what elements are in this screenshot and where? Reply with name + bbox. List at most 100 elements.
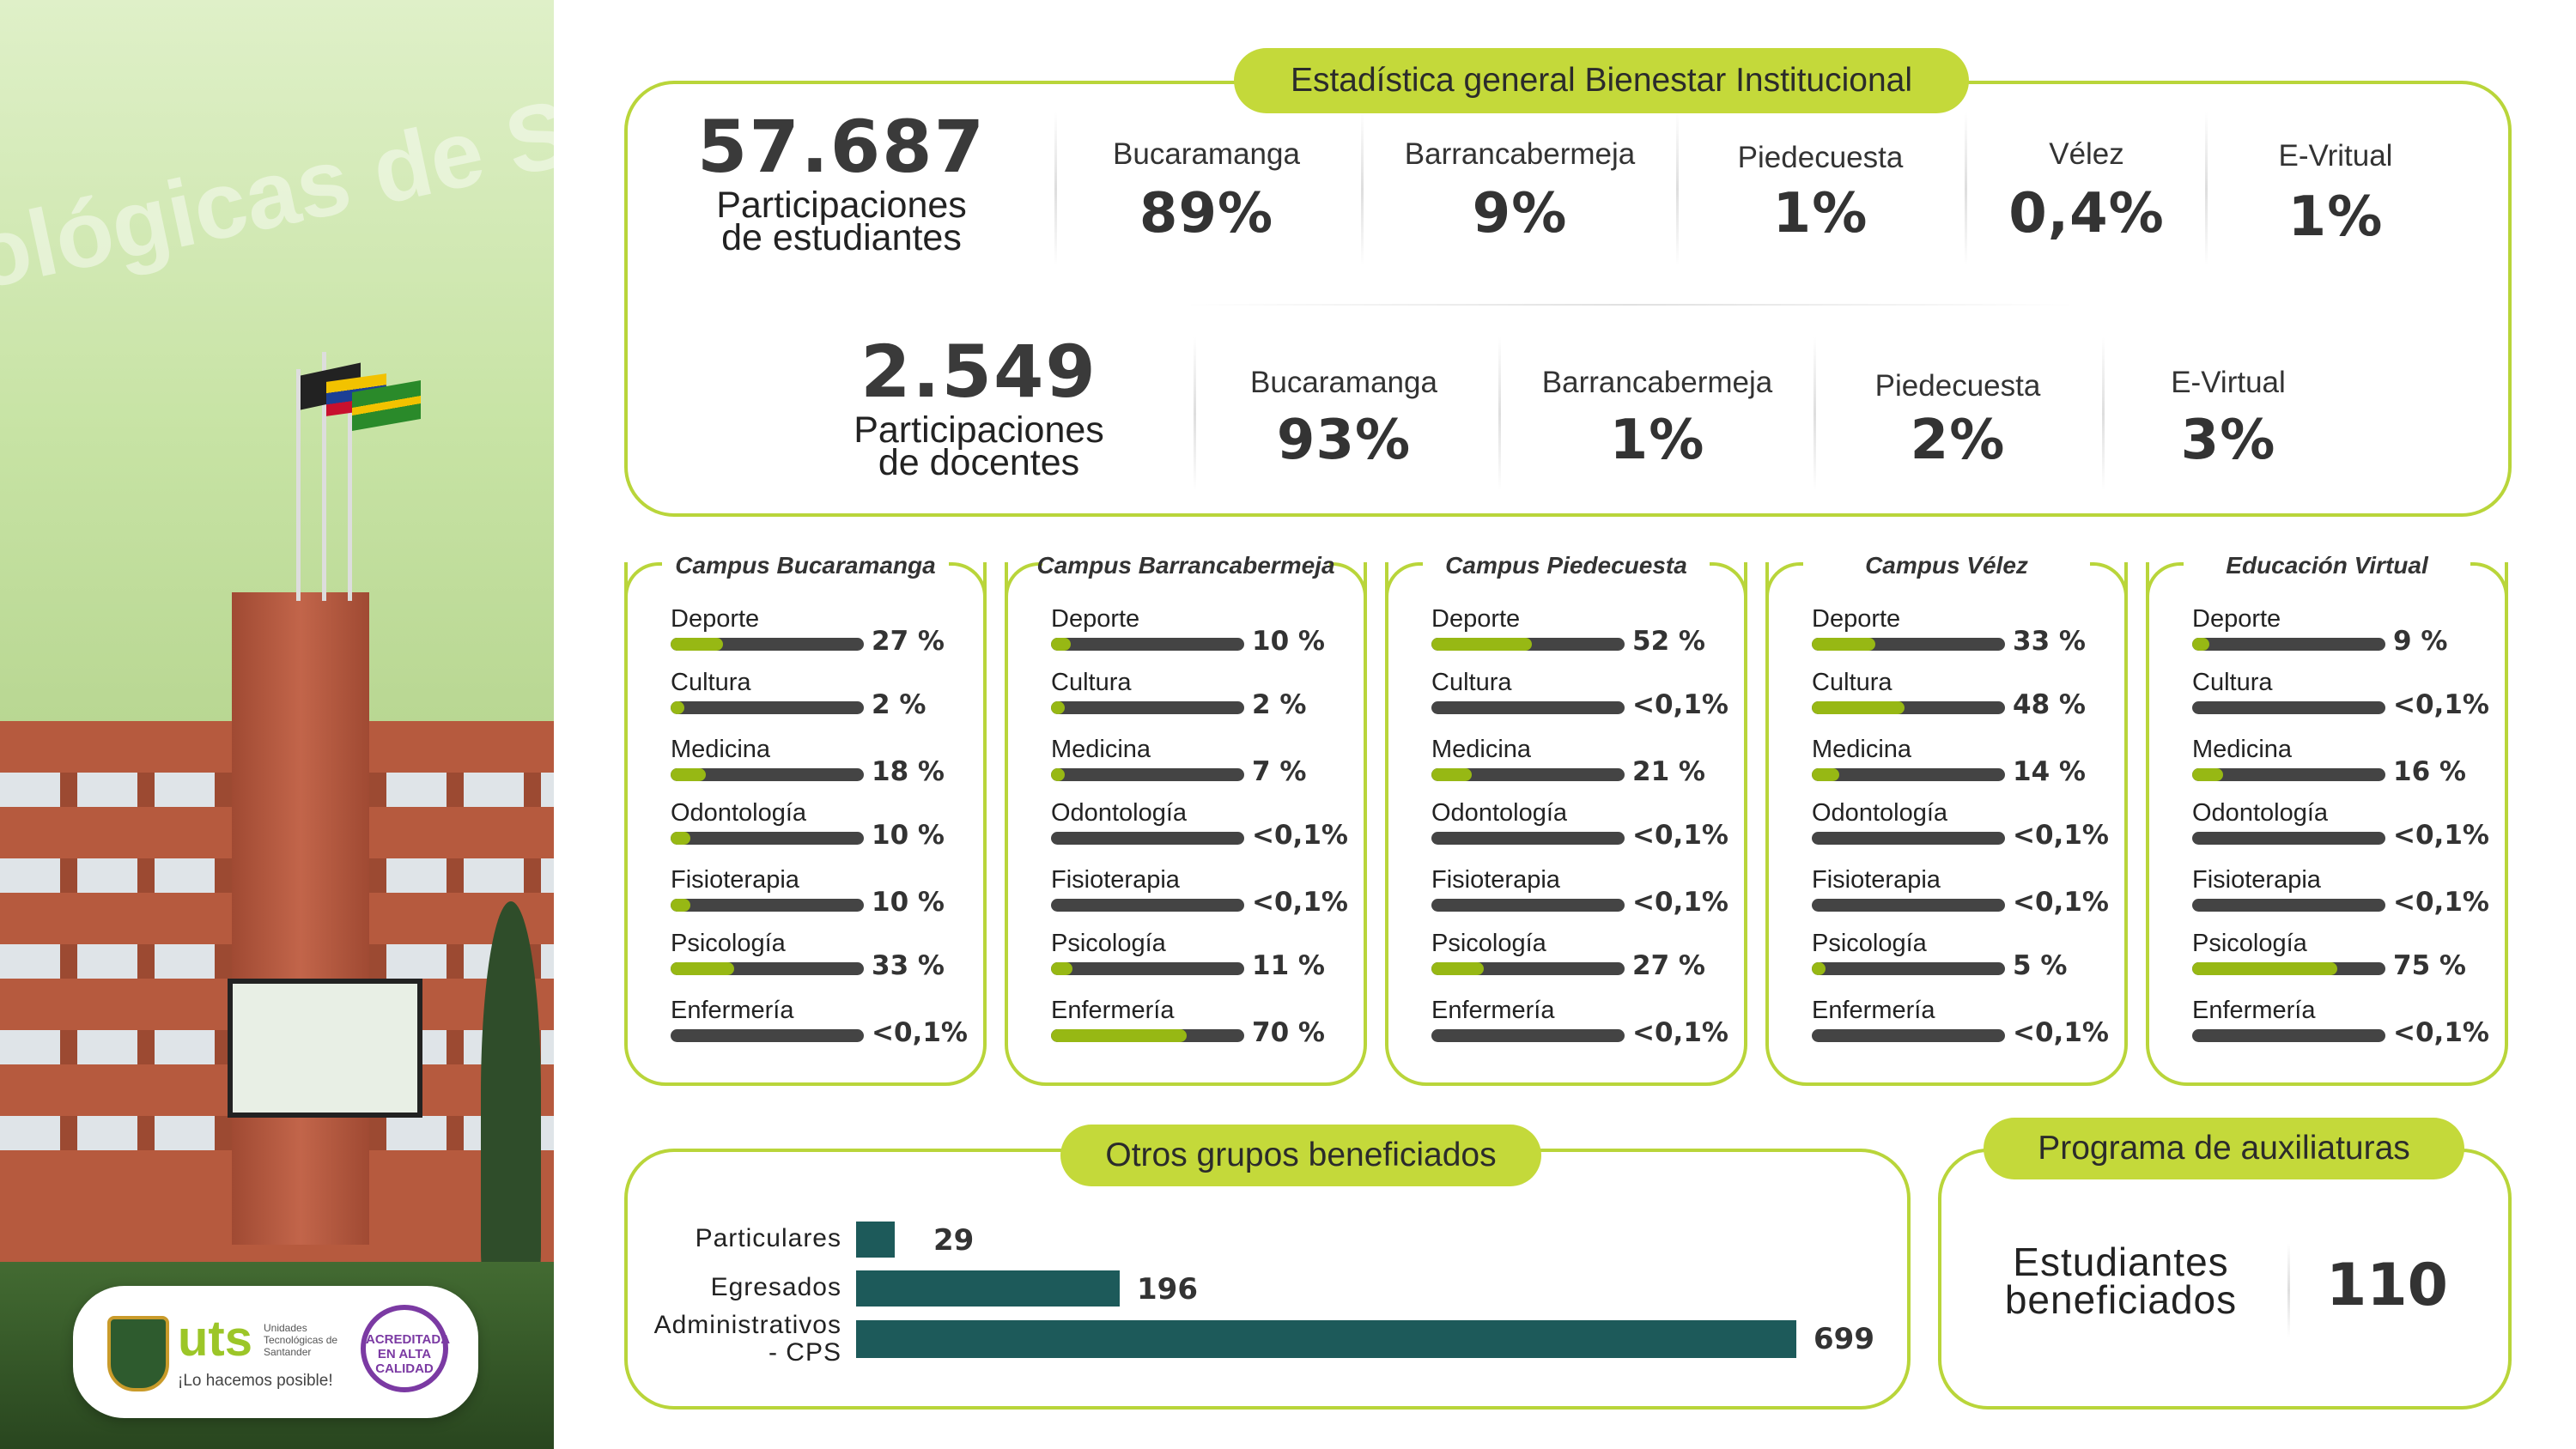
divider	[2287, 1243, 2290, 1337]
divider	[1965, 112, 1967, 266]
teachers-label: Participaciones de docentes	[790, 412, 1168, 483]
group-label: Egresados	[618, 1274, 841, 1301]
divider	[2205, 112, 2208, 266]
building-sign: ológicas de San	[0, 57, 554, 310]
aux-label-line1: Estudiantes	[2013, 1240, 2229, 1284]
category-label: Enfermería	[1051, 997, 1175, 1024]
summary-title: Estadística general Bienestar Institucio…	[1234, 48, 1969, 113]
group-bar	[856, 1270, 1120, 1307]
category-label: Medicina	[1431, 736, 1532, 763]
bar-value: 33 %	[2013, 626, 2086, 657]
student-site-name: Vélez	[2049, 137, 2124, 171]
group-label: Administrativos - CPS	[618, 1312, 841, 1367]
campus-title: Campus Vélez	[1865, 552, 2028, 579]
group-label-line1: Particulares	[695, 1224, 841, 1252]
teacher-site-pct: 2%	[1910, 409, 2006, 472]
summary-card	[624, 81, 2512, 517]
category-label: Psicología	[1431, 930, 1546, 957]
shield-logo	[107, 1316, 169, 1391]
campus-card: Campus Piedecuesta Deporte 52 % Cultura <0,1…	[1385, 552, 1747, 1086]
category-label: Fisioterapia	[1431, 866, 1560, 894]
bar-value: 21 %	[1632, 756, 1705, 787]
bar-track	[1051, 1029, 1244, 1042]
category-label: Enfermería	[671, 997, 794, 1024]
bar-value: <0,1%	[1632, 820, 1728, 851]
bar-fill	[1431, 638, 1532, 651]
bar-fill	[2192, 962, 2337, 975]
divider	[1054, 112, 1057, 266]
group-value: 29	[933, 1223, 975, 1258]
bar-value: <0,1%	[872, 1017, 968, 1048]
teacher-site-pct: 93%	[1276, 409, 1412, 472]
bar-value: <0,1%	[1252, 887, 1348, 918]
bar-track	[1431, 701, 1625, 714]
bar-value: 48 %	[2013, 689, 2086, 720]
category-label: Fisioterapia	[671, 866, 799, 894]
campus-card: Campus Bucaramanga Deporte 27 % Cultura 2 % M…	[624, 552, 987, 1086]
bar-value: <0,1%	[2393, 820, 2489, 851]
bar-fill	[671, 638, 723, 651]
bar-fill	[1051, 962, 1072, 975]
group-value: 196	[1137, 1272, 1198, 1307]
bar-fill	[1431, 768, 1473, 781]
flagpole	[296, 369, 301, 601]
divider	[1194, 336, 1196, 491]
bar-value: <0,1%	[1632, 887, 1728, 918]
bar-track	[1431, 1029, 1625, 1042]
teacher-site-pct: 3%	[2180, 409, 2276, 472]
campus-card: Campus Barrancabermeja Deporte 10 % Cultura…	[1005, 552, 1367, 1086]
bar-fill	[671, 701, 684, 714]
aux-label: Estudiantes beneficiados	[1975, 1240, 2267, 1319]
row-divider	[1183, 304, 2076, 306]
students-label: Participaciones de estudiantes	[653, 187, 1030, 257]
bar-track	[2192, 1029, 2385, 1042]
student-site-pct: 0,4%	[2008, 182, 2165, 246]
bar-track	[2192, 701, 2385, 714]
category-label: Odontología	[1051, 799, 1188, 827]
campus-title: Educación Virtual	[2226, 552, 2428, 579]
teachers-label-line2: de docentes	[878, 442, 1080, 483]
category-label: Odontología	[671, 799, 807, 827]
bar-value: <0,1%	[2013, 887, 2109, 918]
bar-fill	[671, 899, 690, 912]
teachers-total: 2.549	[860, 330, 1097, 414]
category-label: Fisioterapia	[1812, 866, 1941, 894]
group-label: Particulares	[618, 1225, 841, 1252]
teacher-site-name: Piedecuesta	[1874, 369, 2041, 403]
bar-track	[671, 701, 864, 714]
category-label: Medicina	[1051, 736, 1151, 763]
bar-value: <0,1%	[1632, 1017, 1728, 1048]
campus-title: Campus Bucaramanga	[675, 552, 936, 579]
category-label: Medicina	[1812, 736, 1912, 763]
bar-value: <0,1%	[1632, 689, 1728, 720]
group-bar	[856, 1222, 895, 1258]
bar-fill	[1051, 768, 1065, 781]
logo-card: uts Unidades Tecnológicas de Santander ¡…	[73, 1286, 478, 1418]
divider	[1361, 112, 1364, 266]
teacher-site-name: Bucaramanga	[1250, 366, 1437, 399]
category-label: Enfermería	[1431, 997, 1555, 1024]
quality-seal-text: ACREDITADA EN ALTA CALIDAD	[366, 1332, 451, 1376]
bar-value: 75 %	[2393, 950, 2466, 981]
teacher-site-name: E-Virtual	[2171, 366, 2286, 399]
bar-fill	[2192, 768, 2223, 781]
category-label: Enfermería	[2192, 997, 2316, 1024]
bar-fill	[1812, 962, 1826, 975]
bar-track	[1812, 638, 2005, 651]
group-bar	[856, 1320, 1796, 1358]
bar-value: 18 %	[872, 756, 945, 787]
category-label: Deporte	[1051, 605, 1140, 633]
bar-track	[1812, 768, 2005, 781]
bar-track	[1431, 832, 1625, 845]
bar-value: 9 %	[2393, 626, 2448, 657]
bar-track	[1812, 1029, 2005, 1042]
student-site-name: Barrancabermeja	[1404, 137, 1636, 171]
uts-subtitle: Unidades Tecnológicas de Santander	[264, 1322, 338, 1358]
group-label-line2: - CPS	[768, 1338, 841, 1367]
divider	[2102, 336, 2105, 491]
aux-title: Programa de auxiliaturas	[1984, 1118, 2464, 1179]
uts-logo: uts	[178, 1311, 252, 1367]
campus-card: Campus Vélez Deporte 33 % Cultura 48 % Medici…	[1765, 552, 2128, 1086]
bar-track	[1431, 638, 1625, 651]
bar-track	[2192, 768, 2385, 781]
